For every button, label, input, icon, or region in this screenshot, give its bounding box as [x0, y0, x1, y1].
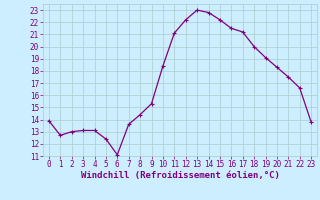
X-axis label: Windchill (Refroidissement éolien,°C): Windchill (Refroidissement éolien,°C): [81, 171, 279, 180]
